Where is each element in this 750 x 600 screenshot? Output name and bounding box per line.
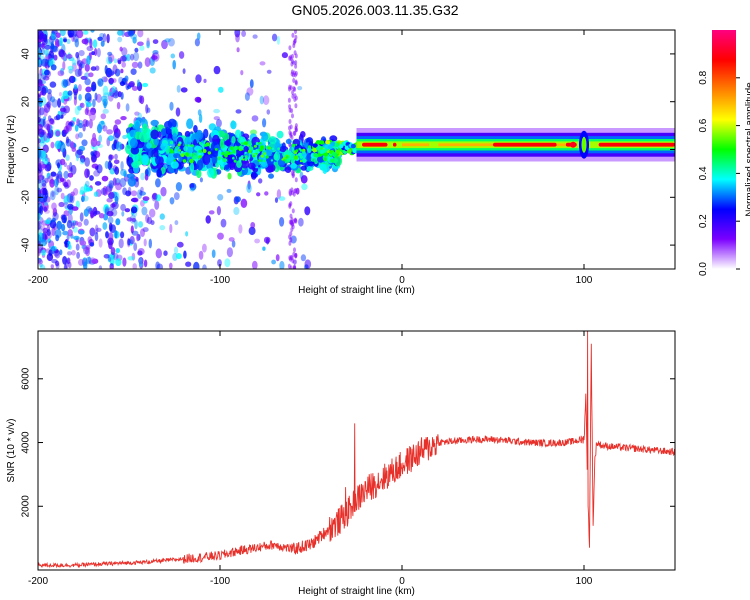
colorbar-tick-label: 0.0 — [698, 262, 709, 276]
spectrogram-x-label: Height of straight line (km) — [298, 285, 415, 296]
x-tick-label: -200 — [28, 275, 48, 286]
snr-y-label: SNR (10 * v/v) — [6, 419, 17, 483]
x-tick-label: -200 — [28, 576, 48, 587]
x-tick-label: 100 — [576, 275, 593, 286]
colorbar-tick-label: 0.4 — [698, 166, 709, 180]
chart-title: GN05.2026.003.11.35.G32 — [291, 2, 459, 18]
x-tick-label: 100 — [576, 576, 593, 587]
y-tick-label: -40 — [21, 237, 32, 252]
spectrogram-image — [38, 30, 675, 269]
snr-plot: -200 -100 0 100 2000 4000 6000 Height of straig… — [6, 330, 676, 597]
snr-frame — [37, 330, 676, 571]
y-tick-label: 4000 — [21, 431, 32, 454]
y-tick-label: 40 — [21, 48, 32, 60]
snr-line — [38, 331, 675, 569]
y-tick-label: 20 — [21, 96, 32, 108]
colorbar-tick-label: 0.2 — [698, 214, 709, 228]
snr-x-label: Height of straight line (km) — [298, 586, 415, 597]
x-tick-label: 0 — [399, 275, 405, 286]
colorbar-label: Normalized spectral amplitude — [744, 82, 750, 217]
colorbar-tick-label: 0.6 — [698, 118, 709, 132]
x-tick-label: -100 — [210, 275, 230, 286]
y-tick-label: -20 — [21, 190, 32, 205]
spectrogram-y-label: Frequency (Hz) — [6, 115, 17, 184]
x-tick-label: -100 — [210, 576, 230, 587]
colorbar-gradient — [712, 30, 736, 269]
y-tick-label: 2000 — [21, 495, 32, 518]
x-tick-label: 0 — [399, 576, 405, 587]
colorbar: 0.0 0.2 0.4 0.6 0.8 Normalized spectral ampli… — [698, 30, 750, 276]
y-tick-label: 0 — [21, 146, 32, 152]
colorbar-tick-label: 0.8 — [698, 70, 709, 84]
y-tick-label: 6000 — [21, 367, 32, 390]
